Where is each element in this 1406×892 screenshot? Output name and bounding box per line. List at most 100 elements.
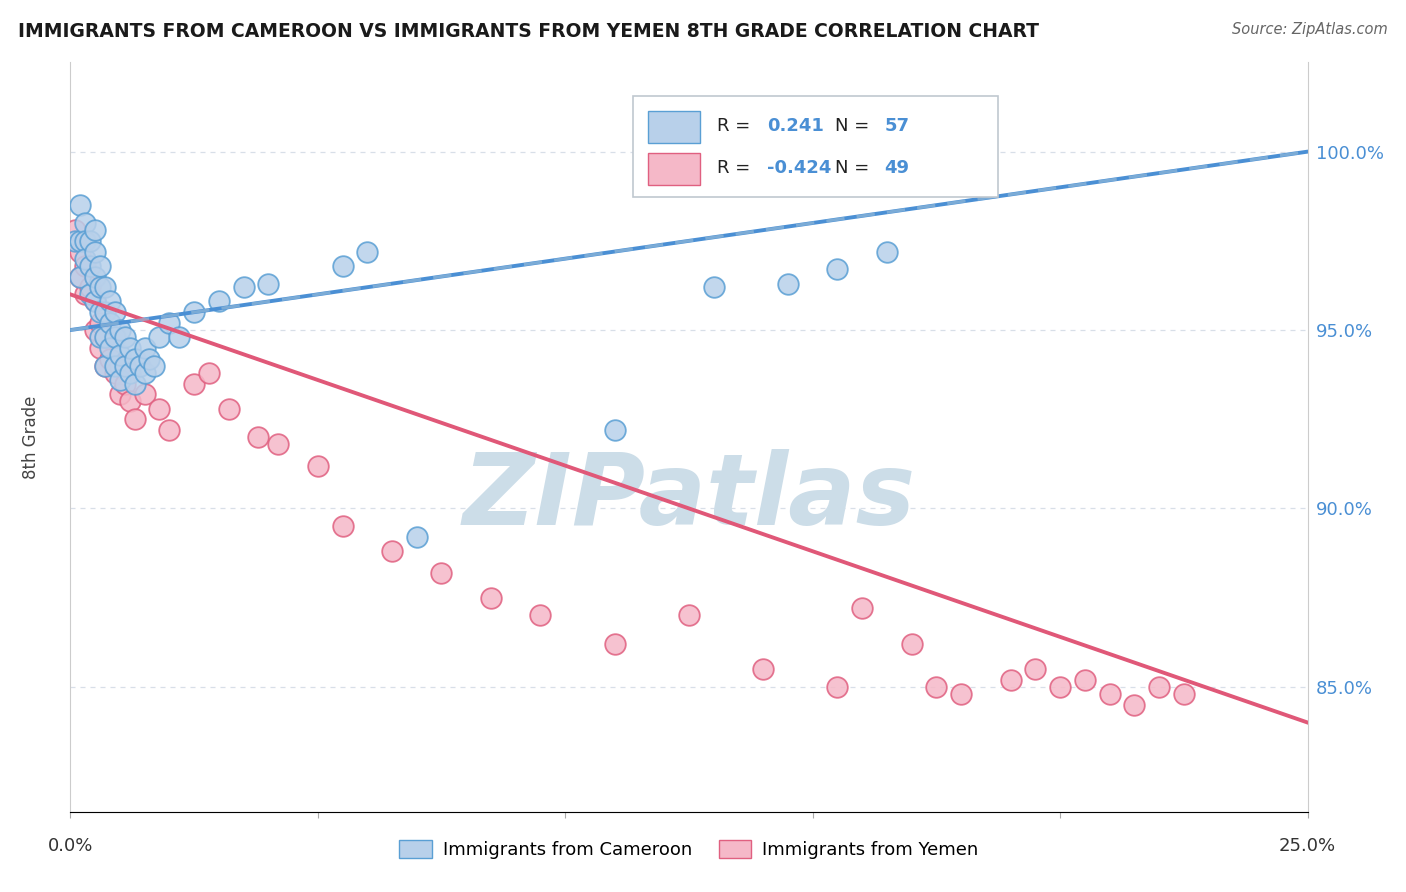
Point bbox=[69, 244, 91, 259]
Point bbox=[108, 359, 131, 373]
Point bbox=[900, 637, 922, 651]
Point bbox=[157, 423, 180, 437]
Point bbox=[356, 244, 378, 259]
Point bbox=[1098, 687, 1121, 701]
Point bbox=[104, 305, 127, 319]
Point bbox=[950, 687, 973, 701]
Point bbox=[89, 330, 111, 344]
Point bbox=[84, 269, 107, 284]
Point bbox=[84, 294, 107, 309]
Point bbox=[381, 544, 404, 558]
Point bbox=[183, 376, 205, 391]
Text: 0.0%: 0.0% bbox=[48, 837, 93, 855]
Point bbox=[198, 366, 221, 380]
Point bbox=[118, 366, 141, 380]
Point bbox=[84, 244, 107, 259]
Point bbox=[75, 287, 97, 301]
Point bbox=[529, 608, 551, 623]
Point bbox=[218, 401, 240, 416]
Point bbox=[118, 341, 141, 355]
Text: R =: R = bbox=[717, 117, 756, 135]
Point bbox=[114, 359, 136, 373]
Point bbox=[75, 216, 97, 230]
Point bbox=[98, 294, 121, 309]
Text: 25.0%: 25.0% bbox=[1279, 837, 1336, 855]
Point bbox=[124, 412, 146, 426]
Point bbox=[89, 305, 111, 319]
Point bbox=[75, 234, 97, 248]
Text: IMMIGRANTS FROM CAMEROON VS IMMIGRANTS FROM YEMEN 8TH GRADE CORRELATION CHART: IMMIGRANTS FROM CAMEROON VS IMMIGRANTS F… bbox=[18, 22, 1039, 41]
Point bbox=[752, 662, 775, 676]
Point bbox=[678, 608, 700, 623]
Point bbox=[167, 330, 190, 344]
Point bbox=[148, 330, 170, 344]
Point bbox=[134, 341, 156, 355]
FancyBboxPatch shape bbox=[633, 96, 998, 197]
Point bbox=[827, 680, 849, 694]
Point bbox=[108, 373, 131, 387]
Point bbox=[183, 305, 205, 319]
Text: R =: R = bbox=[717, 159, 756, 178]
Point bbox=[104, 359, 127, 373]
Point bbox=[405, 530, 427, 544]
Point bbox=[75, 259, 97, 273]
Point bbox=[257, 277, 280, 291]
Point bbox=[267, 437, 290, 451]
Point bbox=[332, 519, 354, 533]
Point bbox=[124, 376, 146, 391]
Text: -0.424: -0.424 bbox=[766, 159, 831, 178]
Point bbox=[79, 287, 101, 301]
Text: ZIPatlas: ZIPatlas bbox=[463, 449, 915, 546]
Point bbox=[1024, 662, 1046, 676]
Point bbox=[143, 359, 166, 373]
Point bbox=[79, 280, 101, 294]
Point bbox=[94, 280, 117, 294]
Point bbox=[1000, 673, 1022, 687]
Point bbox=[148, 401, 170, 416]
Text: Source: ZipAtlas.com: Source: ZipAtlas.com bbox=[1232, 22, 1388, 37]
Point bbox=[84, 223, 107, 237]
Point bbox=[124, 351, 146, 366]
Point bbox=[1147, 680, 1170, 694]
Point bbox=[134, 366, 156, 380]
Point bbox=[1049, 680, 1071, 694]
Point bbox=[208, 294, 231, 309]
Point bbox=[307, 458, 329, 473]
Point bbox=[851, 601, 873, 615]
Point bbox=[89, 341, 111, 355]
Point bbox=[876, 244, 898, 259]
Text: N =: N = bbox=[835, 159, 875, 178]
Point bbox=[332, 259, 354, 273]
Point bbox=[89, 316, 111, 330]
Point bbox=[65, 234, 87, 248]
Point bbox=[128, 359, 150, 373]
Point bbox=[79, 259, 101, 273]
Point bbox=[703, 280, 725, 294]
Point bbox=[84, 323, 107, 337]
Point bbox=[94, 359, 117, 373]
Point bbox=[75, 252, 97, 266]
Point bbox=[108, 323, 131, 337]
Point bbox=[98, 316, 121, 330]
Point bbox=[94, 330, 117, 344]
Text: 8th Grade: 8th Grade bbox=[21, 395, 39, 479]
Point bbox=[79, 234, 101, 248]
Point bbox=[98, 341, 121, 355]
Point bbox=[69, 269, 91, 284]
Point bbox=[247, 430, 270, 444]
Point bbox=[430, 566, 453, 580]
Point bbox=[603, 423, 626, 437]
Text: 0.241: 0.241 bbox=[766, 117, 824, 135]
Point bbox=[776, 277, 799, 291]
Point bbox=[69, 198, 91, 212]
Point bbox=[138, 351, 160, 366]
Point bbox=[89, 259, 111, 273]
Point bbox=[114, 330, 136, 344]
Point bbox=[84, 294, 107, 309]
Point bbox=[104, 330, 127, 344]
Point bbox=[108, 348, 131, 362]
Point bbox=[69, 234, 91, 248]
Point bbox=[94, 330, 117, 344]
Point bbox=[603, 637, 626, 651]
Point bbox=[118, 394, 141, 409]
